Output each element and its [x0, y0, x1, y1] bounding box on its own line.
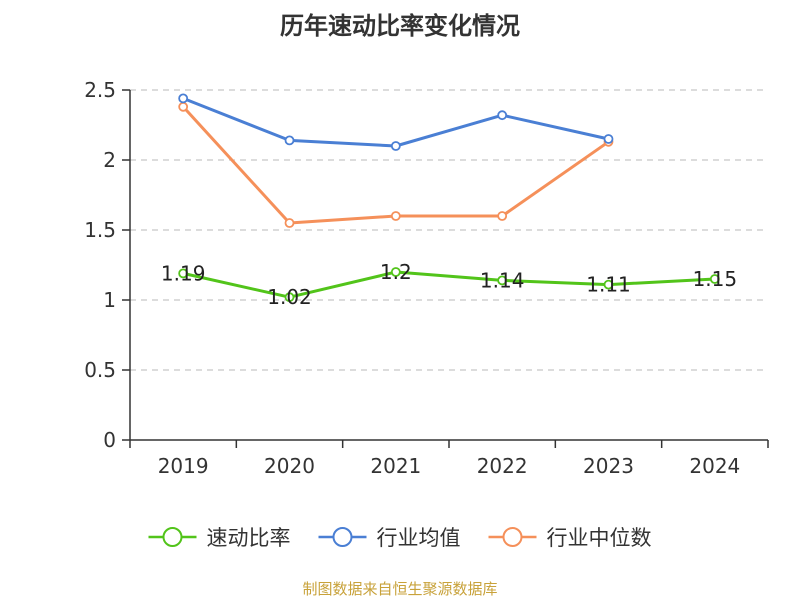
- data-point: [390, 267, 401, 277]
- legend-item: 行业均值: [318, 526, 461, 550]
- data-point: [390, 141, 401, 151]
- data-point: [284, 218, 295, 228]
- data-point: [178, 101, 189, 112]
- data-point: [497, 211, 508, 221]
- grid-lines: [130, 89, 768, 371]
- y-tick-label: 1: [103, 288, 116, 312]
- legend-label: 行业中位数: [547, 526, 652, 550]
- series-lines: [178, 93, 720, 303]
- data-label: 1.2: [380, 260, 412, 284]
- legend-marker: [162, 527, 183, 547]
- data-point: [497, 110, 508, 121]
- data-point: [497, 275, 508, 286]
- x-tick-label: 2023: [583, 454, 634, 478]
- data-point: [284, 135, 295, 146]
- series-line: [182, 97, 609, 148]
- data-point: [178, 93, 189, 104]
- legend-label: 行业均值: [377, 526, 461, 550]
- chart-title: 历年速动比率变化情况: [280, 12, 520, 40]
- y-tick-label: 0.5: [84, 358, 116, 382]
- x-tick-label: 2020: [264, 454, 315, 478]
- legend-marker: [332, 527, 353, 547]
- legend-item: 速动比率: [148, 526, 291, 550]
- legend-item: 行业中位数: [488, 526, 652, 550]
- data-labels: 1.19 1.02 1.2 1.14 1.11 1.15: [161, 260, 737, 309]
- series-line: [182, 270, 715, 299]
- data-label: 1.14: [480, 268, 525, 292]
- data-label: 1.11: [586, 273, 631, 297]
- y-tick-label: 1.5: [84, 218, 116, 242]
- source-note: 制图数据来自恒生聚源数据库: [302, 580, 498, 598]
- x-tick-label: 2024: [689, 454, 740, 478]
- y-tick-label: 0: [103, 428, 116, 452]
- legend: 速动比率 行业均值 行业中位数: [148, 526, 652, 550]
- legend-label: 速动比率: [207, 526, 291, 550]
- data-point: [603, 134, 614, 144]
- data-point: [178, 268, 189, 279]
- x-tick-label: 2021: [370, 454, 421, 478]
- x-tick-label: 2019: [158, 454, 209, 478]
- data-point: [709, 274, 720, 284]
- x-tick-label: 2022: [477, 454, 528, 478]
- data-point: [284, 292, 295, 303]
- data-label: 1.19: [161, 261, 206, 285]
- y-tick-label: 2.5: [84, 78, 116, 102]
- legend-marker: [502, 527, 523, 547]
- y-tick-label: 2: [103, 148, 116, 172]
- data-point: [603, 279, 614, 290]
- axes: 0 0.5 1 1.5 2 2.5 2019 2020 2021 2022 2023 2024: [84, 78, 769, 478]
- data-point: [390, 211, 401, 221]
- data-label: 1.15: [693, 267, 738, 291]
- data-label: 1.02: [267, 285, 312, 309]
